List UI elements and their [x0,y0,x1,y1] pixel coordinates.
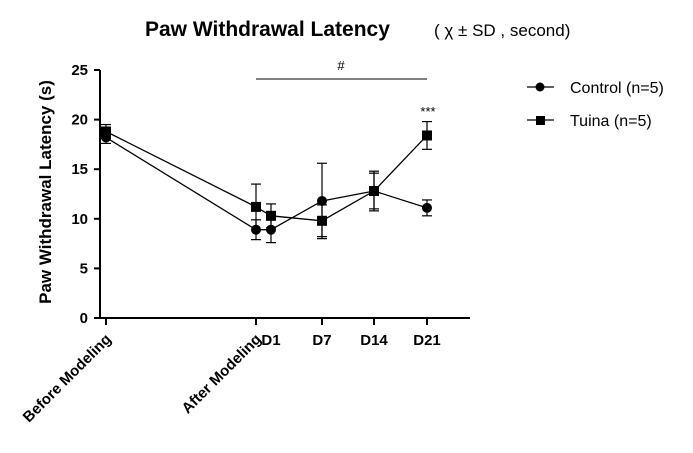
x-tick-label: D21 [413,332,441,349]
x-tick-label: Before Modeling [20,331,115,426]
legend-marker-square [536,116,545,125]
legend-item-control: Control (n=5) [527,80,664,97]
legend-marker-circle [535,82,545,92]
series-control [101,130,432,244]
x-tick-label: D7 [312,332,331,349]
y-tick-label: 0 [80,310,88,327]
hash-annotation: # [337,58,345,73]
y-ticks: 0 5 10 15 20 25 [71,62,100,327]
data-point [317,215,327,226]
legend-item-tuina: Tuina (n=5) [527,113,652,130]
y-tick-label: 5 [80,260,88,277]
data-point [101,126,111,137]
x-tick-label: D1 [261,332,280,349]
data-point [251,201,261,212]
axes [99,70,470,319]
y-tick-label: 25 [71,62,88,79]
data-point [266,210,276,221]
legend: Control (n=5) Tuina (n=5) [527,80,664,130]
significance-annotations: # *** [256,58,436,119]
data-point [369,186,379,197]
chart-title: Paw Withdrawal Latency [145,18,390,41]
stars-annotation: *** [420,104,435,119]
x-tick-label: After Modeling [179,331,265,417]
series-line [105,130,428,222]
y-tick-label: 20 [71,112,88,129]
chart-title-note: ( χ ± SD , second) [434,21,570,40]
series-tuina [101,120,432,238]
data-point [422,202,432,213]
data-point [317,195,327,206]
x-tick-label: D14 [360,332,388,349]
legend-label-tuina: Tuina (n=5) [570,113,652,130]
y-axis-label: Paw Withdrawal Latency (s) [36,80,55,304]
series-layer [101,120,432,244]
data-point [422,130,432,141]
y-tick-label: 15 [71,161,88,178]
y-tick-label: 10 [71,211,88,228]
legend-label-control: Control (n=5) [570,80,664,97]
series-line [105,136,428,231]
